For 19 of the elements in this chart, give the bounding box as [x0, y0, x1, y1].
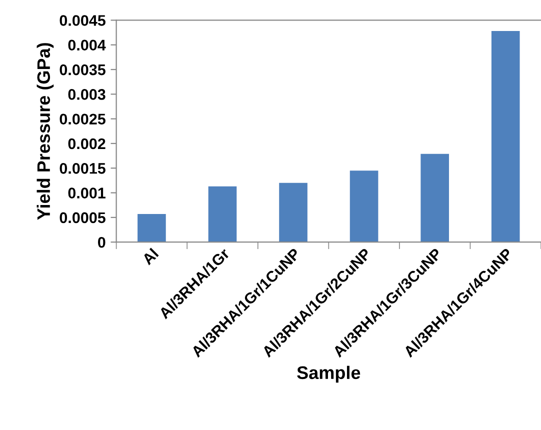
bar [138, 214, 166, 242]
y-axis-title: Yield Pressure (GPa) [36, 43, 54, 220]
y-tick-label: 0.0045 [60, 15, 106, 26]
bar [279, 182, 308, 242]
x-axis-title: Sample [297, 366, 360, 383]
y-tick-label: 0.001 [68, 188, 106, 198]
y-tick-label: 0.0035 [60, 64, 106, 76]
y-tick-label: 0.0025 [60, 114, 106, 125]
bar [208, 186, 237, 242]
y-tick-label: 0.0015 [60, 163, 106, 174]
y-tick-label: 0 [98, 236, 106, 248]
bar [350, 170, 378, 242]
y-tick-label: 0.004 [68, 40, 106, 51]
bar [491, 31, 520, 242]
y-tick-label: 0.003 [68, 89, 106, 100]
y-tick-label: 0.002 [68, 138, 106, 150]
bar [420, 154, 449, 242]
x-tick-label: Al [141, 248, 159, 266]
y-tick-label: 0.0005 [60, 212, 106, 224]
